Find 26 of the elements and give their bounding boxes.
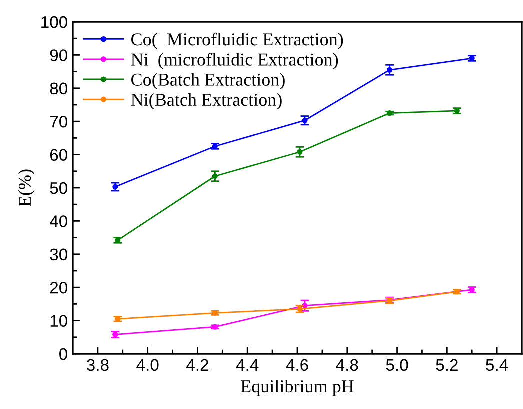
x-tick-label: 4.8 — [336, 359, 358, 372]
legend-label: Co( Microfluidic Extraction) — [132, 32, 344, 50]
x-tick-label: 5.4 — [486, 359, 508, 372]
legend-label: Ni(Batch Extraction) — [131, 93, 282, 110]
x-tick-label: 3.8 — [86, 359, 109, 372]
x-tick-label: 4.0 — [136, 359, 159, 372]
y-axis-title: E(%) — [18, 170, 35, 207]
x-tick-label: 4.4 — [236, 359, 259, 371]
y-tick-label: 20 — [50, 282, 68, 294]
y-tick-label: 90 — [50, 50, 68, 62]
x-tick-label: 4.6 — [286, 359, 308, 372]
y-tick-label: 30 — [50, 248, 68, 261]
y-tick-label: 10 — [50, 315, 68, 328]
x-axis-title: Equilibrium pH — [241, 380, 354, 396]
y-tick-label: 60 — [50, 149, 68, 162]
x-tick-label: 4.2 — [186, 359, 208, 371]
y-tick-label: 70 — [50, 116, 68, 128]
y-tick-label: 100 — [42, 16, 68, 28]
y-tick-label: 40 — [50, 216, 68, 228]
x-tick-label: 5.2 — [436, 359, 458, 372]
y-tick-label: 0 — [60, 348, 68, 360]
y-tick-label: 80 — [50, 82, 68, 95]
legend-label: Co(Batch Extraction) — [132, 73, 285, 90]
y-tick-label: 50 — [50, 182, 68, 194]
legend-label: Ni (microfluidic Extraction) — [131, 53, 338, 70]
x-tick-label: 5.0 — [386, 359, 408, 372]
